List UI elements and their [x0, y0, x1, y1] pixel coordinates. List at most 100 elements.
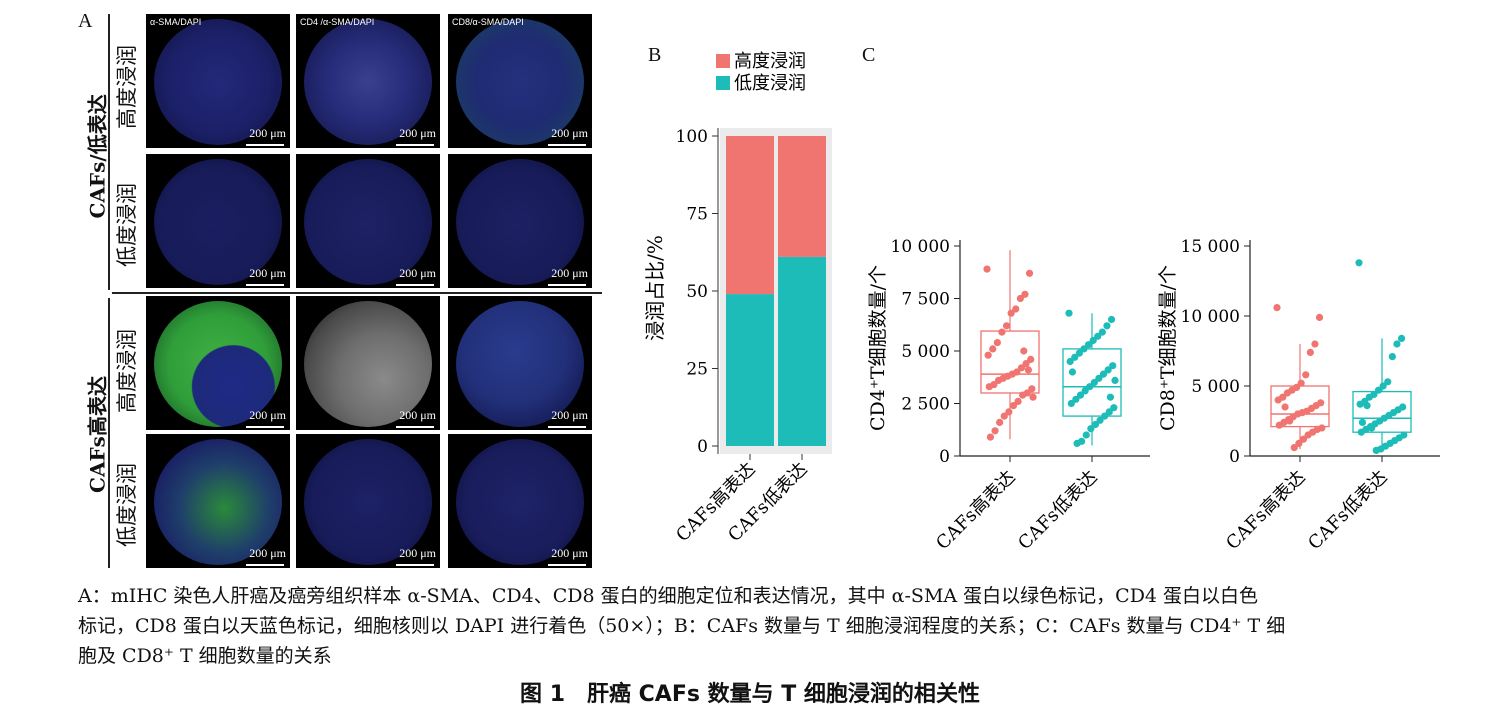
- data-point: [1019, 391, 1027, 399]
- data-point: [1304, 431, 1312, 439]
- data-point: [1105, 408, 1113, 416]
- data-point: [1273, 304, 1281, 312]
- data-point: [1067, 399, 1075, 408]
- bar-segment: [726, 136, 774, 295]
- channel-label: α-SMA/DAPI: [150, 17, 202, 27]
- scale-bar-label: 200 μm: [249, 546, 286, 560]
- data-point: [1306, 348, 1314, 356]
- scale-bar-label: 200 μm: [249, 408, 286, 422]
- scale-bar-label: 200 μm: [551, 408, 588, 422]
- panel-a-letter: A: [78, 10, 93, 32]
- bar-segment: [726, 294, 774, 446]
- row-separator: [112, 292, 602, 294]
- data-point: [1072, 395, 1080, 403]
- cd4-boxplot: CD4⁺T细胞数量/个 0 2 500 5 000 7 500 10 000 CAFs高表…: [867, 237, 1150, 554]
- row-label-low-infiltration-2: 低度浸润: [115, 463, 139, 547]
- scale-bar-label: 200 μm: [551, 126, 588, 140]
- legend-swatch: [716, 54, 730, 68]
- data-point: [1101, 412, 1109, 420]
- group-label-high-caf: CAFs高表达: [85, 376, 110, 493]
- data-point: [1009, 402, 1018, 410]
- data-point: [1082, 431, 1090, 439]
- scale-bar: [396, 284, 434, 286]
- data-point: [1106, 393, 1114, 401]
- data-point: [1107, 315, 1116, 324]
- data-point: [1065, 309, 1073, 317]
- data-point: [1374, 386, 1383, 394]
- panel-b-letter: B: [648, 44, 662, 66]
- data-point: [1363, 402, 1371, 410]
- box-group: [1270, 304, 1330, 452]
- data-point: [1020, 347, 1028, 355]
- data-point: [1075, 349, 1083, 357]
- y-tick-label: 75: [686, 205, 708, 225]
- data-point: [1027, 355, 1035, 363]
- data-point: [993, 339, 1001, 347]
- y-tick-label: 10 000: [891, 237, 950, 257]
- box: [980, 330, 1040, 394]
- box-group: [1352, 259, 1412, 454]
- y-tick-label: 5 000: [901, 342, 950, 362]
- channel-label: CD4 /α-SMA/DAPI: [300, 17, 375, 27]
- data-point: [1379, 382, 1387, 390]
- data-point: [985, 383, 993, 391]
- mihc-image-r4c1: 200 μm: [146, 434, 290, 568]
- scale-bar-label: 200 μm: [399, 408, 436, 422]
- y-tick-label: 50: [686, 282, 708, 302]
- box-group: [1062, 309, 1122, 447]
- data-point: [1029, 393, 1037, 401]
- scale-bar: [548, 284, 586, 286]
- scale-bar: [548, 564, 586, 566]
- y-tick-label: 25: [686, 360, 708, 380]
- mihc-image-r1c1: α-SMA/DAPI 200 μm: [146, 14, 290, 148]
- data-point: [991, 427, 999, 435]
- data-point: [994, 376, 1003, 384]
- data-point: [1110, 404, 1118, 412]
- data-point: [1005, 408, 1013, 416]
- data-point: [1357, 428, 1365, 436]
- box-group: [980, 250, 1040, 441]
- scale-bar: [396, 564, 434, 566]
- data-point: [1302, 371, 1310, 379]
- data-point: [1014, 397, 1022, 405]
- group-label-low-caf: CAFs/低表达: [85, 94, 110, 219]
- mihc-image-r4c3: 200 μm: [448, 434, 592, 568]
- x-tick-label: CAFs高表达: [1222, 467, 1309, 554]
- row-label-high-infiltration-2: 高度浸润: [115, 329, 139, 413]
- data-point: [983, 265, 991, 273]
- data-point: [1393, 340, 1401, 348]
- scale-bar-label: 200 μm: [399, 126, 436, 140]
- mihc-image-r2c1: 200 μm: [146, 154, 290, 288]
- data-point: [1002, 322, 1011, 330]
- data-point: [1372, 446, 1380, 454]
- data-point: [1080, 345, 1088, 353]
- caption-line-3: 胞及 CD8⁺ T 细胞数量的关系: [78, 645, 332, 667]
- legend-label: 低度浸润: [734, 73, 806, 94]
- data-point: [1358, 418, 1367, 426]
- group-divider-top: [108, 14, 110, 290]
- data-point: [1111, 376, 1119, 384]
- data-point: [996, 418, 1004, 426]
- x-tick-label: CAFs低表达: [1304, 467, 1391, 554]
- scale-bar: [548, 426, 586, 428]
- data-point: [1109, 362, 1117, 370]
- scale-bar-label: 200 μm: [551, 266, 588, 280]
- scale-bar-label: 200 μm: [249, 126, 286, 140]
- data-point: [1103, 322, 1111, 330]
- caption-line-2: 标记，CD8 蛋白以天蓝色标记，细胞核则以 DAPI 进行着色（50×）；B：C…: [78, 615, 1286, 637]
- data-point: [1022, 360, 1030, 368]
- y-axis-title: CD4⁺T细胞数量/个: [867, 265, 889, 431]
- data-point: [998, 328, 1006, 336]
- data-point: [1283, 389, 1291, 397]
- data-point: [1384, 378, 1392, 386]
- row-label-low-infiltration-1: 低度浸润: [115, 183, 139, 267]
- data-point: [984, 351, 992, 359]
- y-axis-title: 浸润占比/%: [643, 235, 667, 341]
- data-point: [1028, 385, 1036, 393]
- data-point: [1094, 332, 1102, 340]
- scale-bar: [396, 144, 434, 146]
- data-point: [986, 433, 995, 441]
- y-tick-label: 100: [676, 127, 708, 147]
- scale-bar-label: 200 μm: [399, 546, 436, 560]
